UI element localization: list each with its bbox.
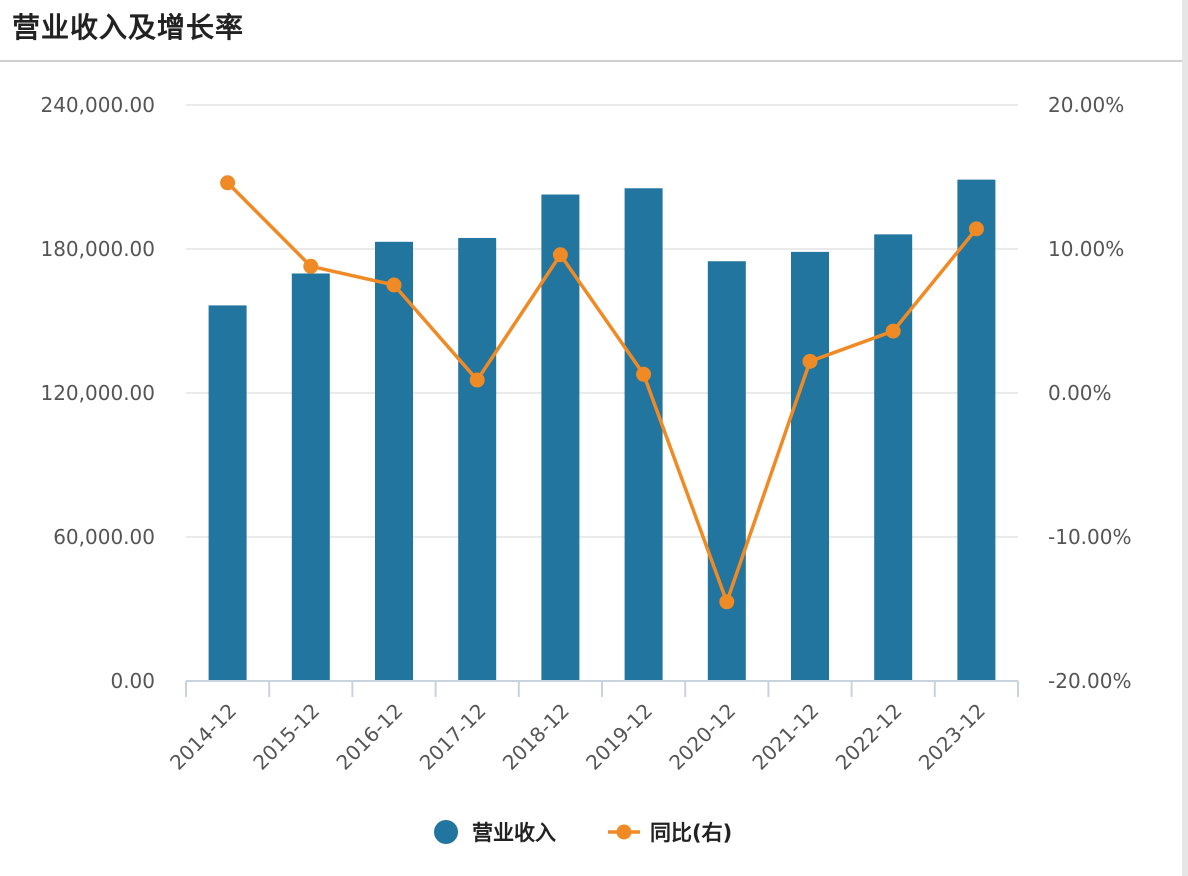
- bar-2016-12[interactable]: [375, 241, 413, 682]
- y-left-tick-label: 60,000.00: [53, 525, 155, 549]
- bar-2015-12[interactable]: [291, 273, 330, 681]
- y-axis-right: -20.00% -10.00% 0.00% 10.00% 20.00%: [1048, 93, 1131, 693]
- growth-point-2017-12[interactable]: [469, 372, 485, 388]
- growth-point-2018-12[interactable]: [552, 247, 568, 263]
- y-right-tick-label: 10.00%: [1048, 237, 1124, 261]
- y-left-tick-label: 120,000.00: [40, 381, 155, 405]
- x-tick-label: 2019-12: [581, 699, 657, 775]
- bar-2018-12[interactable]: [541, 194, 580, 681]
- chart-title: 营业收入及增长率: [12, 11, 245, 44]
- y-right-tick-label: 20.00%: [1048, 93, 1124, 117]
- x-tick-label: 2015-12: [248, 699, 324, 775]
- growth-point-2016-12[interactable]: [386, 277, 402, 293]
- y-left-tick-label: 240,000.00: [40, 93, 155, 117]
- bar-2014-12[interactable]: [208, 305, 247, 681]
- x-tick-label: 2021-12: [747, 699, 823, 775]
- x-tick-label: 2016-12: [331, 699, 407, 775]
- growth-point-2020-12[interactable]: [719, 594, 735, 610]
- bar-2017-12[interactable]: [458, 237, 497, 681]
- growth-point-2023-12[interactable]: [968, 221, 984, 237]
- bar-2021-12[interactable]: [791, 251, 829, 681]
- y-right-tick-label: -10.00%: [1048, 525, 1131, 549]
- legend-label-growth[interactable]: 同比(右): [650, 821, 732, 845]
- bar-2020-12[interactable]: [707, 261, 746, 681]
- bar-series: [208, 179, 996, 682]
- x-tick-label: 2022-12: [831, 699, 907, 775]
- growth-point-2015-12[interactable]: [303, 258, 319, 274]
- y-left-tick-label: 180,000.00: [40, 237, 155, 261]
- bar-2023-12[interactable]: [957, 179, 996, 681]
- growth-line: [226, 181, 978, 604]
- y-axis-left: 0.00 60,000.00 120,000.00 180,000.00 240,000…: [40, 93, 155, 693]
- y-right-tick-label: 0.00%: [1048, 381, 1112, 405]
- x-tick-label: 2017-12: [415, 699, 491, 775]
- bar-2022-12[interactable]: [874, 234, 913, 682]
- growth-point-2014-12[interactable]: [220, 175, 236, 191]
- x-tick-label: 2018-12: [498, 699, 574, 775]
- legend-label-revenue[interactable]: 营业收入: [472, 821, 556, 845]
- title-divider: [0, 60, 1182, 62]
- x-axis: [185, 680, 1019, 697]
- line-series: [220, 175, 984, 610]
- x-tick-label: 2020-12: [664, 699, 740, 775]
- x-axis-labels: 2014-12 2015-12 2016-12 2017-12 2018-12 2019-…: [165, 699, 990, 775]
- growth-point-2021-12[interactable]: [802, 353, 818, 369]
- panel-edge: [1182, 0, 1188, 876]
- y-right-tick-label: -20.00%: [1048, 669, 1131, 693]
- growth-point-2019-12[interactable]: [636, 366, 652, 382]
- legend-marker-revenue: [434, 820, 458, 844]
- legend: 营业收入 同比(右): [434, 820, 732, 845]
- bar-2019-12[interactable]: [624, 188, 663, 681]
- legend-marker-growth: [616, 824, 632, 840]
- x-tick-label: 2023-12: [914, 699, 990, 775]
- growth-point-2022-12[interactable]: [885, 323, 901, 339]
- y-left-tick-label: 0.00: [110, 669, 155, 693]
- x-tick-label: 2014-12: [165, 699, 241, 775]
